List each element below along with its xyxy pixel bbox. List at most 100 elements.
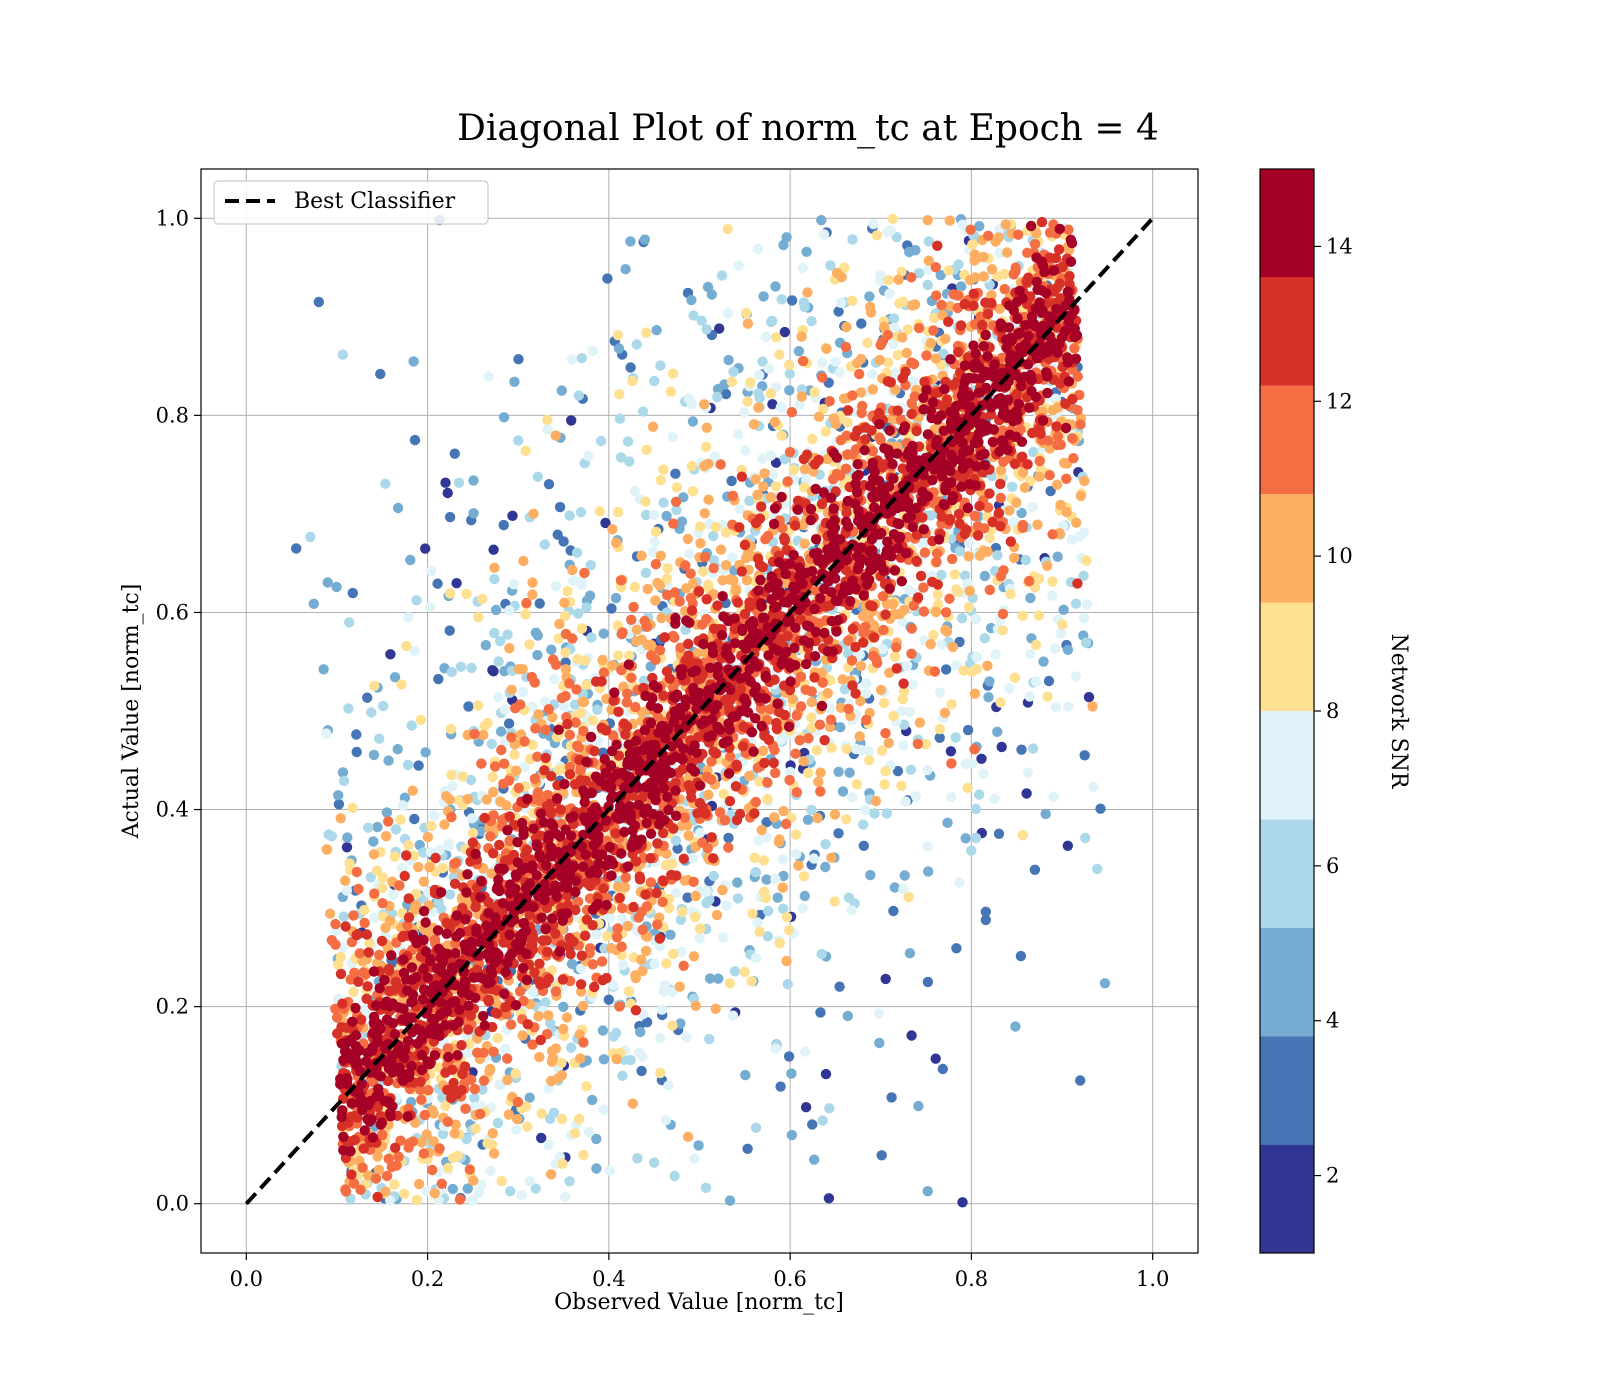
scatter-point — [450, 1119, 461, 1130]
scatter-point — [434, 844, 445, 856]
scatter-point — [469, 728, 480, 740]
scatter-point — [549, 673, 560, 685]
scatter-point — [583, 1126, 595, 1138]
scatter-point — [806, 804, 817, 816]
scatter-point — [500, 1043, 511, 1055]
scatter-point — [591, 929, 602, 940]
scatter-point — [806, 722, 817, 733]
scatter-point — [899, 870, 910, 881]
scatter-point — [395, 814, 406, 825]
scatter-point — [784, 385, 795, 396]
scatter-point — [714, 323, 725, 334]
scatter-point — [783, 1051, 795, 1062]
scatter-point — [498, 412, 510, 423]
scatter-point — [1047, 590, 1058, 601]
scatter-point — [636, 550, 647, 561]
scatter-point — [777, 854, 788, 865]
scatter-point — [676, 906, 688, 917]
scatter-point — [546, 1075, 557, 1087]
scatter-point — [587, 715, 599, 726]
scatter-point — [883, 275, 894, 286]
scatter-point — [791, 787, 802, 798]
scatter-point — [840, 463, 852, 474]
scatter-point — [466, 662, 477, 674]
scatter-point — [1067, 433, 1078, 444]
scatter-point — [426, 565, 437, 577]
scatter-point — [377, 1129, 388, 1140]
scatter-point — [532, 649, 543, 661]
scatter-point — [1072, 404, 1083, 416]
scatter-point — [654, 580, 666, 591]
scatter-point — [857, 400, 868, 412]
scatter-point — [764, 704, 775, 715]
scatter-point — [795, 614, 806, 625]
scatter-point — [1013, 229, 1024, 240]
scatter-point — [868, 632, 880, 643]
scatter-point — [509, 376, 520, 387]
scatter-point — [641, 327, 652, 338]
scatter-point — [512, 1096, 524, 1108]
scatter-point — [854, 368, 865, 380]
scatter-point — [611, 1053, 622, 1065]
scatter-point — [422, 831, 433, 843]
scatter-point — [829, 809, 841, 820]
scatter-point — [922, 841, 933, 852]
scatter-point — [864, 755, 875, 766]
scatter-point — [291, 543, 302, 554]
scatter-point — [540, 724, 551, 736]
scatter-point — [1017, 829, 1028, 841]
scatter-point — [896, 266, 907, 277]
scatter-point — [868, 218, 879, 230]
scatter-point — [492, 1032, 503, 1044]
scatter-point — [324, 908, 336, 919]
scatter-point — [622, 688, 633, 699]
scatter-point — [742, 318, 754, 329]
scatter-point — [820, 1068, 832, 1080]
scatter-point — [502, 1074, 513, 1086]
scatter-point — [547, 654, 559, 665]
scatter-point — [539, 765, 550, 776]
scatter-point — [999, 283, 1010, 295]
scatter-point — [421, 1186, 432, 1197]
scatter-point — [632, 1153, 643, 1164]
scatter-point — [449, 1128, 460, 1139]
scatter-point — [416, 1094, 427, 1105]
scatter-point — [939, 707, 951, 718]
scatter-point — [708, 563, 719, 574]
scatter-point — [963, 537, 975, 549]
scatter-point — [725, 751, 736, 762]
scatter-point — [836, 272, 847, 283]
scatter-point — [514, 986, 526, 997]
scatter-point — [527, 701, 538, 713]
scatter-point — [930, 353, 941, 364]
scatter-point — [897, 463, 908, 474]
scatter-point — [995, 465, 1007, 476]
scatter-point — [799, 890, 810, 902]
scatter-point — [637, 924, 648, 935]
scatter-point — [1075, 1075, 1086, 1086]
scatter-point — [343, 703, 354, 714]
scatter-point — [770, 1043, 781, 1054]
scatter-point — [967, 239, 978, 250]
scatter-point — [478, 729, 489, 741]
scatter-point — [573, 896, 584, 907]
scatter-point — [357, 956, 368, 967]
scatter-point — [822, 688, 833, 699]
scatter-point — [467, 1195, 478, 1206]
scatter-point — [384, 1195, 396, 1206]
scatter-point — [649, 536, 660, 548]
scatter-point — [913, 322, 925, 334]
scatter-point — [496, 744, 507, 756]
scatter-point — [726, 475, 737, 487]
scatter-point — [413, 861, 424, 873]
scatter-point — [1062, 840, 1074, 851]
scatter-point — [648, 509, 660, 521]
scatter-point — [1079, 475, 1090, 487]
scatter-point — [759, 730, 770, 741]
scatter-point — [570, 717, 581, 728]
scatter-point — [502, 1053, 513, 1064]
scatter-point — [694, 827, 706, 839]
scatter-point — [594, 506, 605, 517]
scatter-point — [818, 229, 830, 240]
scatter-point — [745, 377, 756, 388]
